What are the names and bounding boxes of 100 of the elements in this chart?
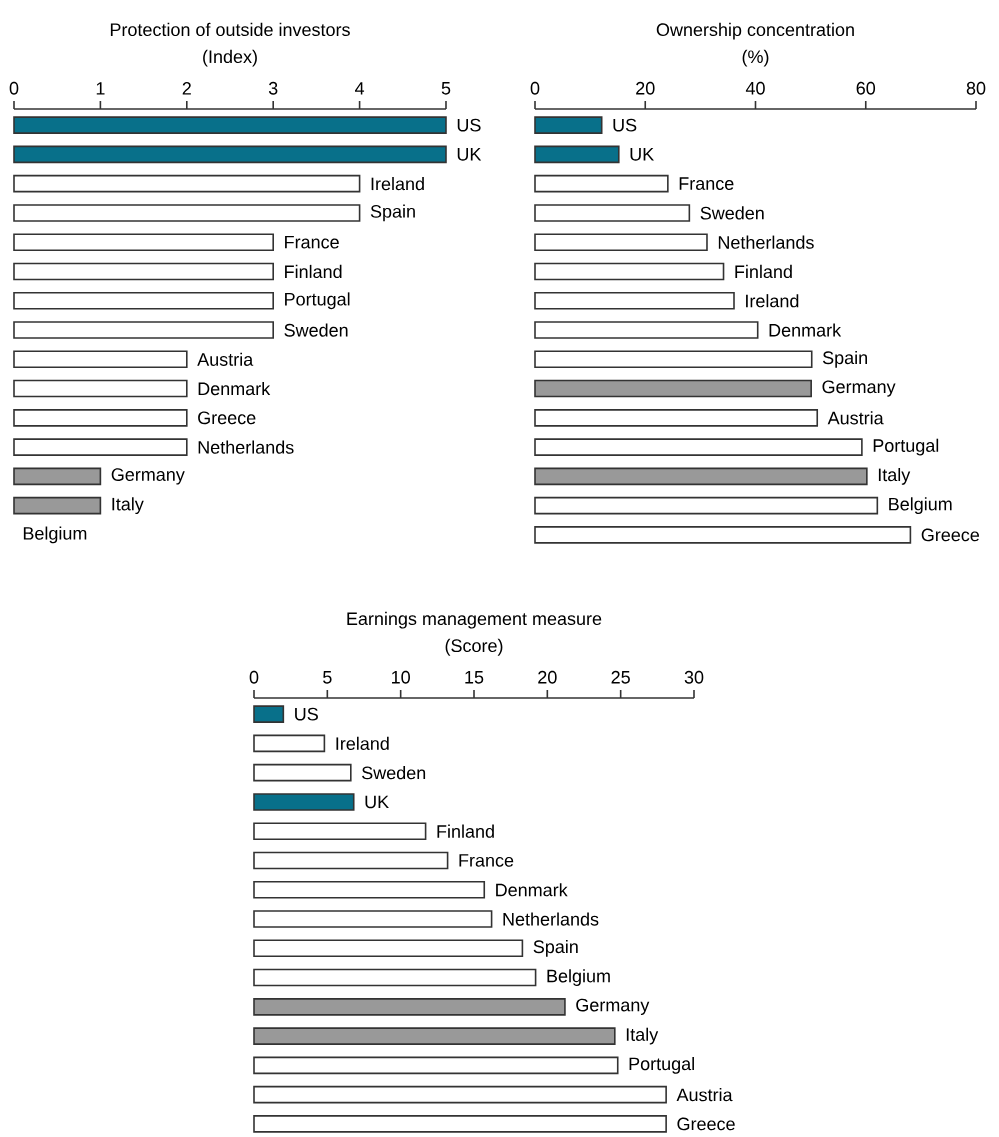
bar (534, 291, 735, 310)
bar (13, 233, 274, 251)
x-tick-label: 60 (856, 81, 876, 95)
bar (13, 116, 447, 134)
bar (534, 467, 868, 486)
bar (534, 350, 813, 369)
bar (534, 262, 725, 281)
y-tick-label: Germany (822, 380, 896, 397)
bar (13, 409, 188, 427)
y-tick-label: Ireland (336, 736, 389, 751)
y-tick-label: Netherlands (718, 235, 814, 249)
y-tick-label: Belgium (889, 497, 952, 515)
y-tick-label: France (459, 854, 514, 867)
chart-title: Protection of outside investors (110, 22, 350, 37)
bar (534, 116, 603, 134)
bar (13, 321, 274, 339)
bar (13, 145, 447, 164)
y-tick-label: Denmark (198, 381, 271, 396)
bar (253, 793, 355, 811)
bar (253, 910, 493, 928)
bar (253, 998, 566, 1016)
y-tick-label: UK (365, 795, 389, 809)
bar (253, 1085, 667, 1104)
bar (534, 496, 879, 515)
y-tick-label: UK (630, 148, 654, 161)
bar (253, 705, 285, 723)
y-tick-label: UK (457, 148, 482, 161)
x-tick-label: 40 (745, 81, 765, 95)
chart-title: Ownership concentration (656, 22, 854, 40)
bar (13, 379, 188, 398)
y-tick-label: US (613, 118, 637, 132)
chart-subtitle: (Score) (445, 638, 503, 656)
x-tick-label: 5 (323, 671, 332, 684)
x-tick-label: 0 (249, 670, 259, 684)
bar (253, 939, 524, 958)
y-tick-label: Greece (198, 411, 256, 425)
y-tick-label: US (457, 118, 481, 132)
y-tick-label: Austria (197, 352, 254, 366)
x-tick-label: 25 (611, 670, 630, 684)
chart-subtitle: (%) (742, 49, 769, 67)
y-tick-label: France (679, 177, 734, 190)
y-tick-label: Spain (533, 939, 578, 957)
bar (13, 438, 188, 456)
bar (253, 822, 427, 841)
x-tick-label: 3 (268, 81, 278, 95)
y-tick-label: Netherlands (198, 440, 294, 454)
bar (13, 204, 361, 222)
chart-title: Earnings management measure (347, 611, 602, 629)
bar (253, 763, 352, 782)
y-tick-label: Sweden (700, 206, 764, 220)
bar (253, 851, 449, 870)
y-tick-label: Denmark (496, 883, 568, 897)
bar (253, 968, 537, 987)
x-tick-label: 20 (636, 81, 655, 95)
bar (534, 204, 691, 222)
bar (13, 262, 274, 281)
bar (13, 174, 361, 193)
x-tick-label: 15 (465, 671, 484, 684)
bar (253, 734, 326, 753)
y-tick-label: Austria (827, 411, 884, 425)
y-tick-label: Italy (112, 497, 144, 515)
y-tick-label: Austria (676, 1088, 733, 1102)
y-tick-label: Portugal (873, 438, 939, 456)
x-tick-label: 20 (538, 670, 557, 684)
y-tick-label: US (295, 707, 318, 721)
y-tick-label: Italy (626, 1027, 659, 1045)
bar (13, 496, 102, 515)
y-tick-label: Germany (576, 998, 650, 1015)
x-tick-label: 10 (392, 670, 410, 684)
y-tick-label: Sweden (362, 766, 426, 780)
bar (534, 233, 708, 251)
x-tick-label: 0 (9, 81, 19, 95)
bar (253, 1056, 619, 1075)
y-tick-label: Spain (370, 204, 415, 222)
bar (534, 379, 812, 398)
y-tick-label: Germany (111, 468, 185, 485)
y-tick-label: Netherlands (503, 912, 599, 926)
x-tick-label: 5 (441, 82, 451, 95)
bar (534, 145, 620, 164)
y-tick-label: Belgium (547, 969, 610, 986)
x-tick-label: 4 (355, 82, 365, 95)
y-tick-label: Finland (437, 824, 494, 838)
x-tick-label: 2 (182, 82, 191, 95)
x-tick-label: 1 (96, 82, 105, 95)
bar (534, 409, 819, 427)
y-tick-label: Finland (735, 264, 792, 279)
x-tick-label: 80 (966, 81, 986, 95)
y-tick-label: Belgium (23, 526, 87, 544)
y-tick-label: Sweden (284, 323, 348, 337)
y-tick-label: Portugal (629, 1056, 694, 1074)
bar (13, 350, 188, 369)
chart-subtitle: (Index) (203, 49, 257, 67)
y-tick-label: Spain (822, 350, 867, 368)
bar (534, 321, 759, 339)
bar (253, 880, 486, 899)
bar (534, 526, 912, 544)
y-tick-label: Greece (921, 528, 980, 542)
y-tick-label: Ireland (746, 294, 799, 308)
bar (253, 1027, 616, 1045)
bar (534, 174, 669, 193)
